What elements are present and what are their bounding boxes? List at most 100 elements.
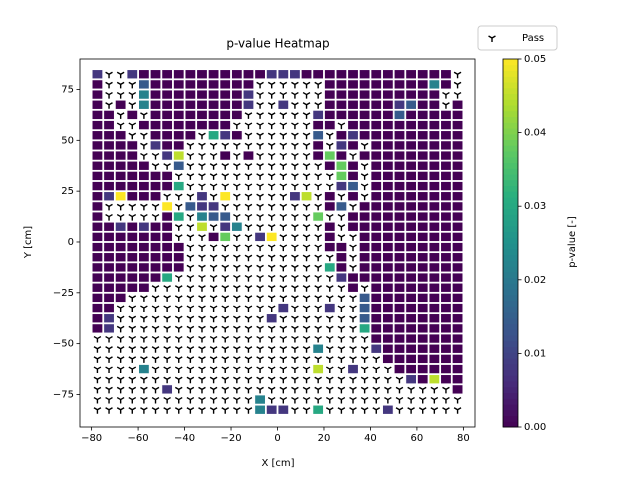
pass-marker: [256, 81, 264, 89]
heat-cell: [184, 110, 196, 120]
heat-cell: [231, 69, 243, 80]
heat-cell: [359, 252, 371, 263]
pass-marker: [151, 213, 160, 221]
pass-marker: [267, 142, 276, 150]
pass-marker: [93, 396, 102, 404]
pass-marker: [244, 386, 253, 394]
pass-marker: [325, 285, 334, 292]
pass-marker: [93, 366, 102, 374]
pass-marker: [244, 183, 253, 191]
pass-marker: [314, 102, 322, 109]
heat-cell: [370, 313, 382, 324]
heat-cell: [417, 343, 429, 354]
pass-marker: [140, 213, 148, 221]
heat-cell: [405, 333, 417, 344]
heat-cell: [103, 130, 115, 141]
heat-cell: [150, 79, 162, 90]
y-axis-label: Y [cm]: [23, 226, 34, 259]
heat-cell: [184, 130, 196, 141]
heat-cell: [417, 181, 429, 191]
heat-cell: [417, 79, 429, 90]
pass-marker: [209, 183, 218, 191]
pass-marker: [93, 356, 102, 363]
heat-cell: [91, 79, 103, 90]
pass-marker: [337, 346, 346, 353]
pass-marker: [384, 366, 392, 374]
pass-marker: [233, 346, 241, 353]
pass-marker: [209, 366, 218, 374]
heat-cell: [359, 130, 371, 141]
pass-marker: [360, 285, 369, 292]
colorbar-band: [503, 208, 518, 215]
heat-cell: [417, 232, 429, 242]
pass-marker: [302, 173, 311, 180]
y-tick-label: 0: [68, 237, 74, 248]
pass-marker: [349, 152, 357, 160]
pass-marker: [163, 193, 171, 201]
heat-cell: [440, 262, 452, 273]
pass-marker: [140, 376, 148, 384]
pass-marker: [256, 285, 264, 292]
x-tick-label: 0: [274, 433, 280, 444]
heat-cell: [335, 181, 347, 191]
heat-cell: [405, 110, 417, 120]
pass-marker: [453, 91, 462, 99]
heat-cell: [103, 323, 115, 334]
heat-cell: [393, 282, 405, 293]
heat-cell: [428, 272, 440, 283]
pass-marker: [221, 295, 230, 302]
colorbar-band: [503, 59, 518, 66]
heat-cell: [370, 79, 382, 90]
pass-marker: [337, 295, 346, 302]
heat-cell: [219, 99, 231, 110]
heat-cell: [161, 272, 173, 283]
heat-cell: [324, 191, 336, 202]
pass-marker: [349, 346, 357, 353]
heat-cell: [382, 262, 394, 273]
pass-marker: [325, 356, 334, 363]
heat-cell: [370, 140, 382, 151]
pass-marker: [360, 335, 369, 343]
pass-marker: [279, 356, 288, 363]
heat-cell: [312, 404, 324, 415]
pass-marker: [314, 315, 322, 323]
heat-cell: [91, 89, 103, 100]
heat-cell: [452, 374, 464, 385]
y-tick-label: −75: [53, 389, 74, 400]
heat-cell: [150, 242, 162, 252]
pass-marker: [198, 305, 206, 313]
pass-marker: [221, 325, 230, 333]
pass-marker: [337, 234, 346, 241]
heat-cell: [138, 242, 150, 252]
pass-marker: [314, 285, 322, 292]
heat-cell: [335, 272, 347, 283]
y-tick-label: 75: [61, 84, 74, 95]
colorbar-band: [503, 145, 518, 152]
heat-cell: [359, 120, 371, 130]
pass-marker: [186, 376, 195, 384]
colorbar-band: [503, 151, 518, 158]
pass-marker: [314, 91, 322, 99]
heat-cell: [91, 191, 103, 202]
heat-cell: [324, 89, 336, 100]
pass-marker: [221, 407, 230, 414]
heat-cell: [126, 110, 138, 120]
heat-cell: [359, 232, 371, 242]
heat-cell: [382, 150, 394, 161]
pass-marker: [325, 366, 334, 374]
pass-marker: [105, 213, 113, 221]
heat-cell: [103, 120, 115, 130]
pass-marker: [279, 254, 288, 262]
pass-marker: [233, 305, 241, 313]
heat-cell: [405, 89, 417, 100]
colorbar-band: [503, 231, 518, 238]
heat-cell: [208, 110, 220, 120]
pass-marker: [291, 274, 299, 282]
heat-cell: [452, 242, 464, 252]
pass-marker: [128, 366, 137, 374]
pass-marker: [291, 152, 299, 160]
pass-marker: [267, 213, 276, 221]
pass-marker: [302, 163, 311, 170]
pass-marker: [209, 386, 218, 394]
heat-cell: [347, 160, 359, 171]
